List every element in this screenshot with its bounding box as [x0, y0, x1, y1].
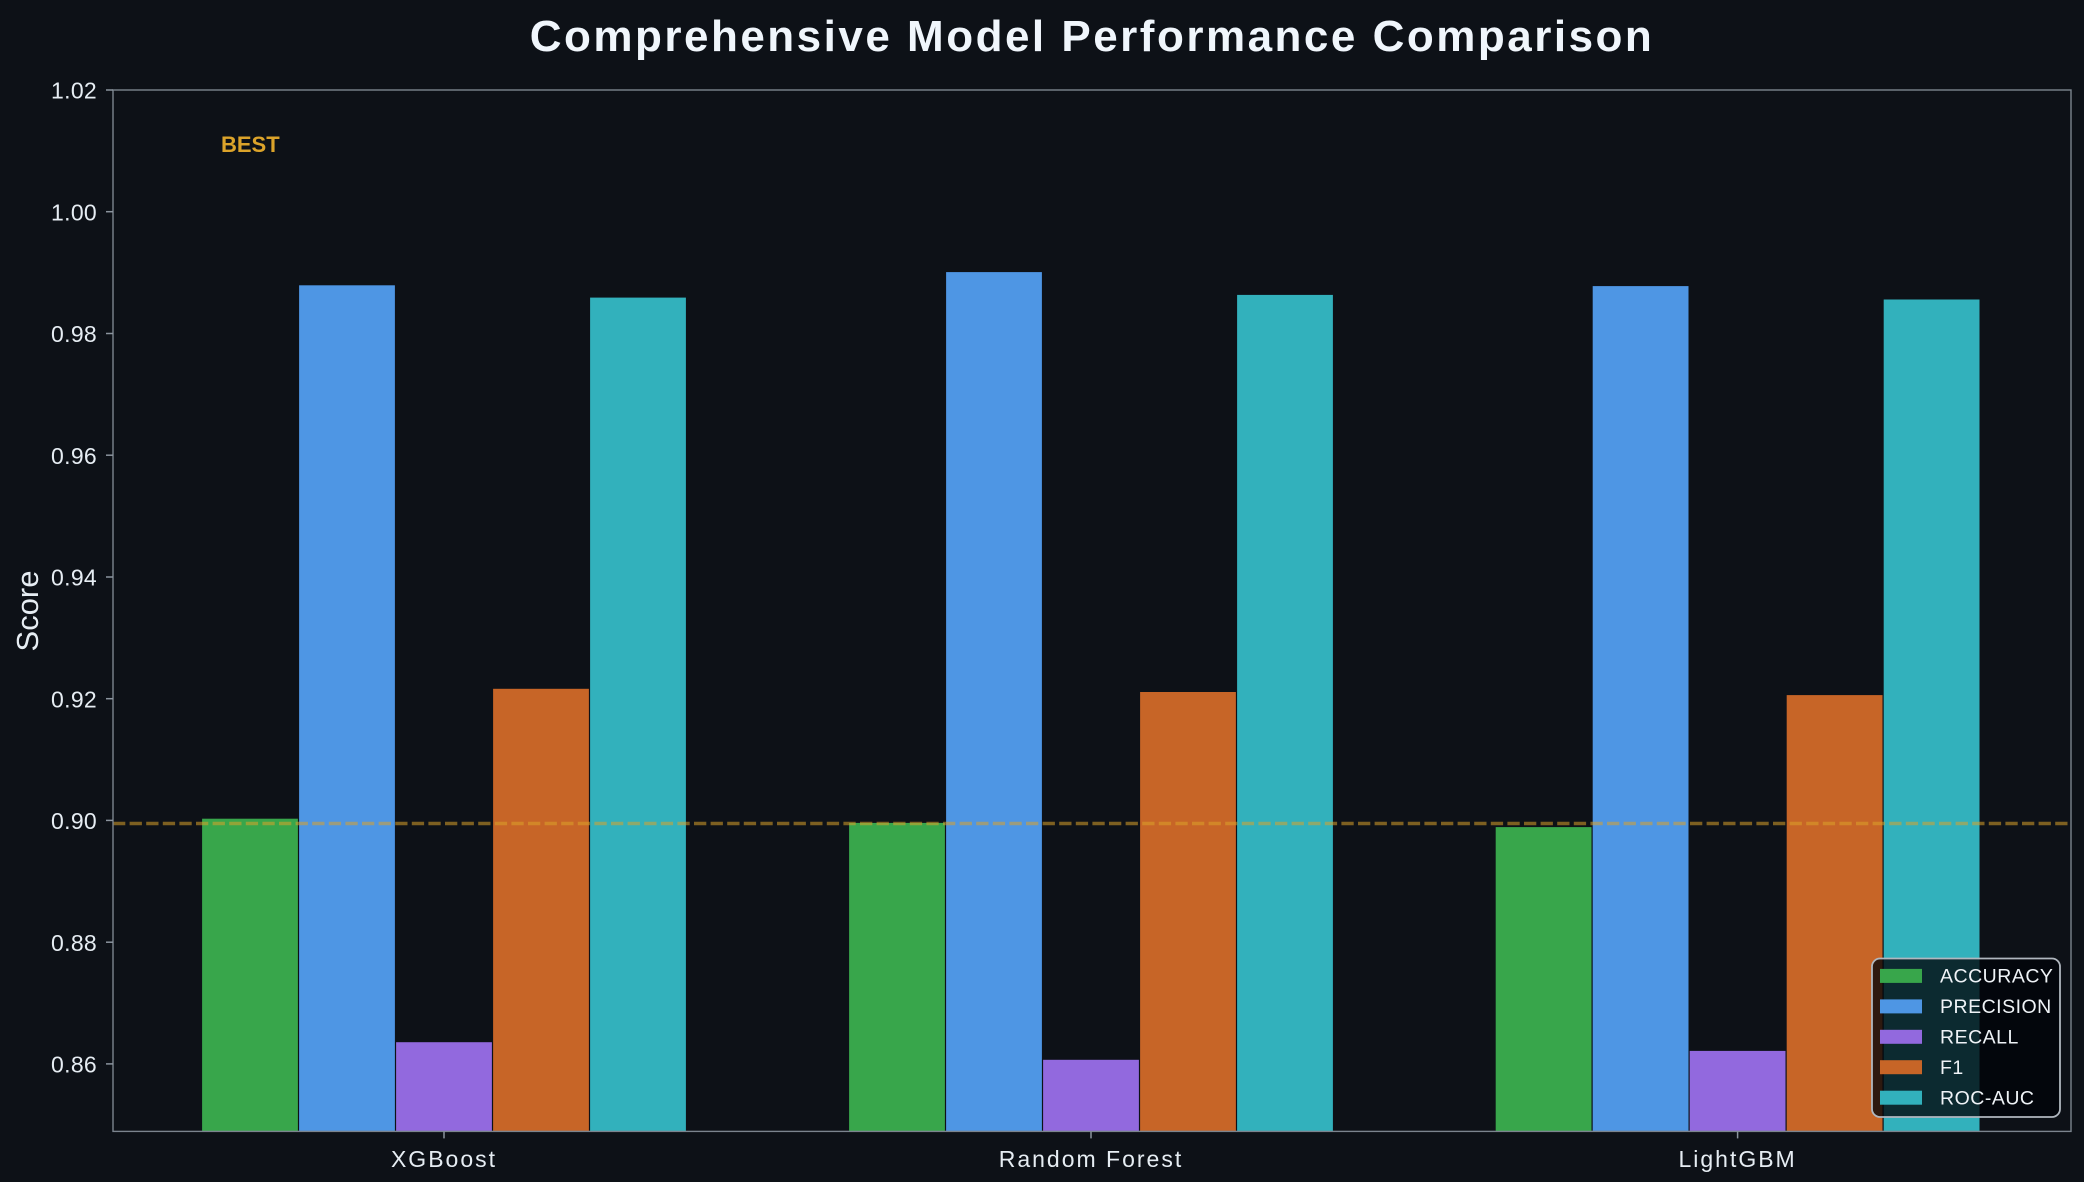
svg-text:ROC-AUC: ROC-AUC: [1940, 1088, 2035, 1110]
svg-text:Random Forest: Random Forest: [999, 1146, 1184, 1172]
svg-text:0.94: 0.94: [51, 565, 97, 591]
svg-text:PRECISION: PRECISION: [1940, 996, 2052, 1018]
svg-text:0.88: 0.88: [51, 930, 97, 956]
svg-text:0.92: 0.92: [51, 686, 97, 712]
svg-text:ACCURACY: ACCURACY: [1940, 966, 2053, 988]
svg-text:Score: Score: [10, 571, 45, 652]
svg-text:0.98: 0.98: [51, 321, 97, 347]
svg-text:0.90: 0.90: [51, 808, 97, 834]
svg-text:F1: F1: [1940, 1057, 1964, 1079]
svg-text:0.86: 0.86: [51, 1052, 97, 1078]
svg-text:0.96: 0.96: [51, 443, 97, 469]
svg-text:Comprehensive Model Performanc: Comprehensive Model Performance Comparis…: [530, 12, 1655, 61]
svg-text:RECALL: RECALL: [1940, 1027, 2019, 1049]
svg-text:XGBoost: XGBoost: [391, 1146, 497, 1172]
svg-text:LightGBM: LightGBM: [1678, 1146, 1796, 1172]
svg-text:BEST: BEST: [221, 132, 280, 157]
svg-text:1.00: 1.00: [51, 199, 97, 225]
svg-text:1.02: 1.02: [51, 78, 97, 104]
